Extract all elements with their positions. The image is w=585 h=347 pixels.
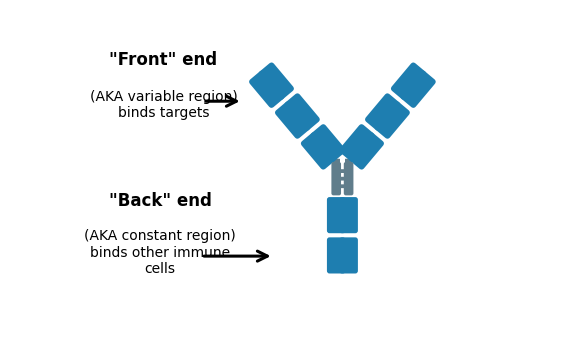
- FancyBboxPatch shape: [337, 184, 348, 188]
- FancyBboxPatch shape: [374, 101, 410, 139]
- FancyBboxPatch shape: [337, 177, 348, 180]
- FancyBboxPatch shape: [331, 162, 341, 195]
- FancyBboxPatch shape: [310, 124, 346, 162]
- FancyBboxPatch shape: [339, 237, 358, 273]
- FancyBboxPatch shape: [327, 197, 346, 233]
- FancyBboxPatch shape: [339, 197, 358, 233]
- FancyBboxPatch shape: [400, 70, 436, 108]
- FancyBboxPatch shape: [391, 62, 426, 100]
- FancyBboxPatch shape: [344, 162, 353, 195]
- FancyBboxPatch shape: [275, 101, 310, 139]
- FancyBboxPatch shape: [365, 93, 400, 131]
- Text: (AKA variable region)
binds targets: (AKA variable region) binds targets: [90, 90, 238, 120]
- FancyBboxPatch shape: [327, 237, 346, 273]
- FancyBboxPatch shape: [301, 132, 336, 170]
- FancyBboxPatch shape: [284, 93, 320, 131]
- FancyBboxPatch shape: [337, 169, 348, 173]
- FancyBboxPatch shape: [249, 70, 284, 108]
- Text: "Back" end: "Back" end: [109, 192, 211, 210]
- Text: "Front" end: "Front" end: [109, 51, 218, 69]
- Text: (AKA constant region)
binds other immune
cells: (AKA constant region) binds other immune…: [84, 229, 236, 276]
- FancyBboxPatch shape: [259, 62, 294, 100]
- FancyBboxPatch shape: [339, 124, 374, 162]
- FancyBboxPatch shape: [349, 132, 384, 170]
